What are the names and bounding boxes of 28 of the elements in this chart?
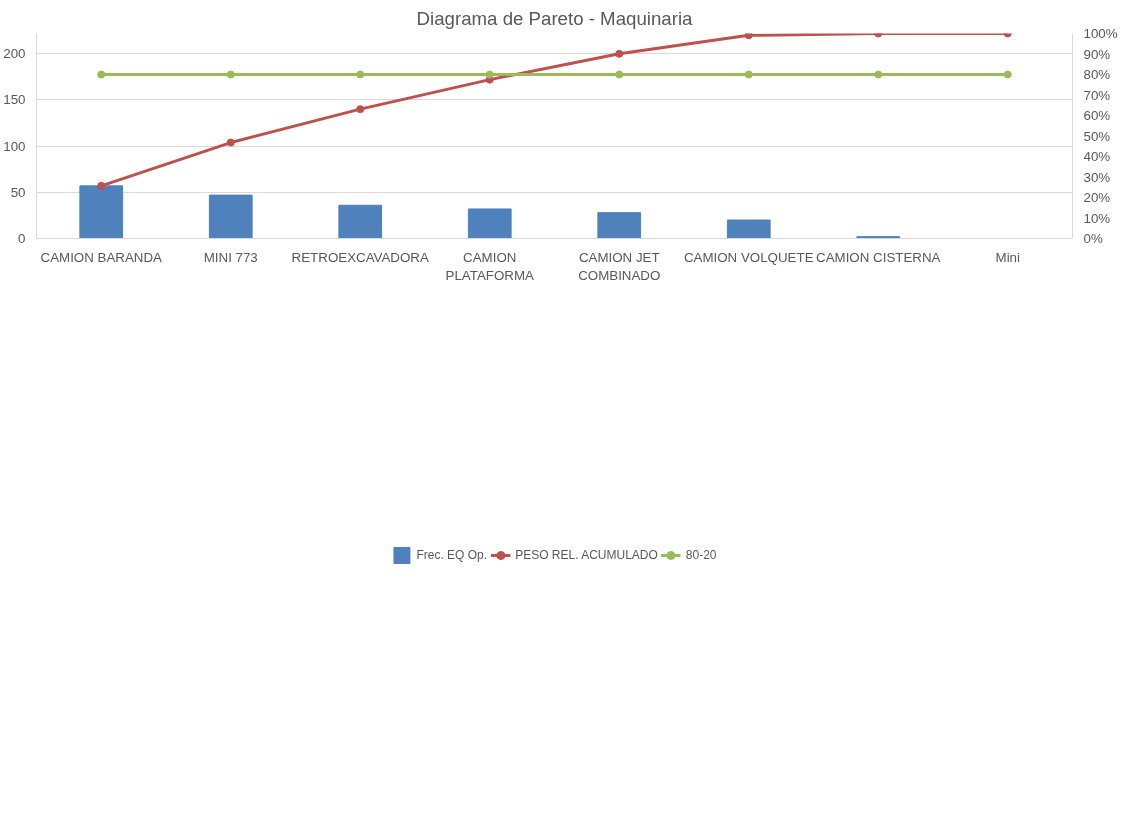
y-tick-label: 150 (3, 92, 26, 108)
x-tick-label: MINI 773 (203, 249, 258, 265)
legend-label: Frec. EQ Op. (416, 548, 488, 562)
y2-tick-label: 0% (1083, 231, 1103, 246)
legend-label: 80-20 (685, 548, 717, 562)
x-tick-label: CAMION BARANDA (40, 249, 163, 265)
y2-tick-label: 100% (1083, 26, 1118, 41)
y-tick-label: 100 (3, 138, 26, 154)
y2-tick-label: 60% (1083, 108, 1111, 123)
x-tick-label: CAMION CISTERNA (816, 249, 941, 265)
y-tick-label: 50 (10, 184, 26, 200)
chart-title: Diagrama de Pareto - Maquinaria (416, 7, 694, 29)
y-tick-label: 200 (3, 46, 26, 62)
y2-tick-label: 30% (1083, 169, 1111, 185)
y2-tick-label: 20% (1083, 190, 1111, 205)
y-tick-label: 0 (18, 231, 26, 246)
x-tick-label: RETROEXCAVADORA (291, 249, 429, 265)
x-tick-label: CAMION JET COMBINADO (578, 249, 661, 283)
legend-label: PESO REL. ACUMULADO (515, 548, 658, 562)
y2-tick-label: 70% (1083, 87, 1111, 103)
x-tick-label: CAMION VOLQUETE (683, 249, 814, 265)
y2-tick-label: 10% (1083, 210, 1111, 226)
y2-tick-label: 90% (1083, 46, 1111, 62)
y2-tick-label: 50% (1083, 128, 1111, 144)
y2-tick-label: 80% (1083, 67, 1111, 82)
y2-tick-label: 40% (1083, 149, 1111, 164)
x-tick-label: Mini (995, 249, 1021, 265)
x-tick-label: CAMION PLATAFORMA (445, 249, 535, 283)
